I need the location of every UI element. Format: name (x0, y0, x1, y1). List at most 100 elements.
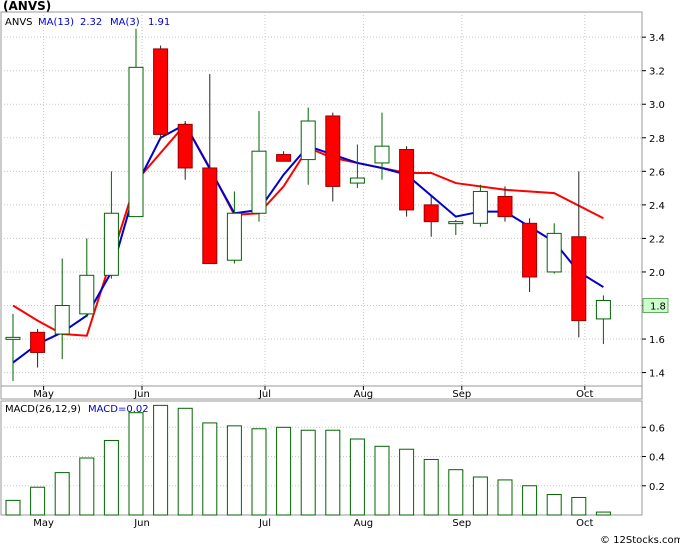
candle-body (546, 232, 562, 273)
macd-bar (128, 412, 144, 516)
moving-averages (12, 122, 604, 364)
candle (300, 107, 316, 185)
candlesticks (5, 28, 611, 381)
candle (79, 238, 95, 318)
candle-body (399, 149, 415, 211)
last-price-marker: 1.8 (642, 297, 669, 313)
macd-legend-value: MACD=0.02 (88, 404, 149, 415)
price-month-label: Aug (354, 389, 374, 400)
candle-body (595, 299, 611, 320)
candle (546, 223, 562, 274)
macd-month-label: Sep (452, 518, 471, 529)
candle (251, 110, 267, 222)
ma-red-line (12, 122, 604, 337)
macd-bar (226, 425, 242, 516)
candle-body (497, 195, 513, 218)
price-tick-label: 2.0 (649, 268, 665, 279)
macd-bar (202, 422, 218, 516)
price-tick-label: 2.6 (649, 167, 665, 178)
candle (153, 45, 169, 140)
candle (54, 258, 70, 360)
macd-panel (0, 400, 643, 516)
price-panel (0, 11, 643, 387)
macd-tick-label: 0.4 (649, 453, 665, 464)
price-month-label: Oct (576, 389, 593, 400)
macd-bar (276, 426, 292, 516)
candle-body (5, 336, 21, 340)
candle-body (276, 154, 292, 162)
candle (497, 186, 513, 222)
candle (103, 171, 119, 279)
price-tick-label: 2.4 (649, 201, 665, 212)
price-month-label: Sep (452, 389, 471, 400)
candle-body (202, 167, 218, 265)
candle-body (374, 145, 390, 164)
macd-bar (546, 494, 562, 516)
candle-body (251, 150, 267, 214)
macd-bar (103, 439, 119, 516)
candle-body (54, 304, 70, 335)
macd-tick-label: 0.6 (649, 423, 665, 434)
macd-tick-label: 0.2 (649, 482, 665, 493)
macd-bar (522, 485, 538, 516)
chart-title: (ANVS) (3, 0, 51, 13)
macd-bar (399, 448, 415, 516)
candle-body (448, 221, 464, 225)
candle (30, 328, 46, 368)
price-tick-label: 1.6 (649, 335, 665, 346)
macd-month-label: May (33, 518, 54, 529)
macd-bar (448, 469, 464, 516)
candle-body (153, 48, 169, 135)
macd-bar (153, 404, 169, 516)
last-price-box (642, 297, 669, 313)
candle-body (177, 123, 193, 169)
candle (595, 295, 611, 345)
macd-month-label: Oct (576, 518, 593, 529)
macd-bar (423, 458, 439, 516)
macd-bar (5, 499, 21, 516)
price-tick-label: 2.8 (649, 134, 665, 145)
price-month-axis (0, 385, 643, 400)
candle (177, 121, 193, 180)
macd-bar (54, 472, 70, 516)
candle (5, 313, 21, 381)
macd-month-label: Jun (133, 518, 150, 529)
legend-ma13-label: MA(13) (38, 17, 74, 28)
candle (128, 28, 144, 218)
candle-body (325, 115, 341, 187)
candle (325, 112, 341, 202)
macd-bar (177, 407, 193, 516)
macd-bar (325, 429, 341, 516)
price-month-label: Jun (133, 389, 150, 400)
legend-ticker: ANVS (5, 17, 33, 28)
macd-bar (571, 496, 587, 516)
candle-body (128, 66, 144, 218)
candle-body (571, 236, 587, 322)
candle-body (472, 190, 488, 224)
price-month-label: Jul (258, 389, 271, 400)
macd-axis: 0.2 0.4 0.6 (642, 423, 665, 493)
candle (571, 171, 587, 338)
macd-bar (595, 511, 611, 516)
candle-body (226, 212, 242, 261)
candle (423, 196, 439, 237)
candle-body (79, 274, 95, 315)
ma-blue-line (12, 123, 604, 364)
candle-body (300, 120, 316, 161)
legend-ma13-value: 2.32 (80, 17, 102, 28)
price-tick-label: 3.4 (649, 33, 665, 44)
candle-body (423, 204, 439, 223)
macd-legend-label: MACD(26,12,9) (5, 404, 81, 415)
candle (349, 144, 365, 189)
macd-bar (374, 445, 390, 516)
price-month-label: May (33, 389, 54, 400)
macd-bar (30, 486, 46, 516)
candle (448, 219, 464, 236)
macd-bar (251, 428, 267, 516)
price-tick-label: 1.4 (649, 369, 665, 380)
macd-bar (79, 457, 95, 516)
price-tick-label: 3.0 (649, 100, 665, 111)
macd-month-label: Jul (258, 518, 271, 529)
candle-body (522, 222, 538, 278)
